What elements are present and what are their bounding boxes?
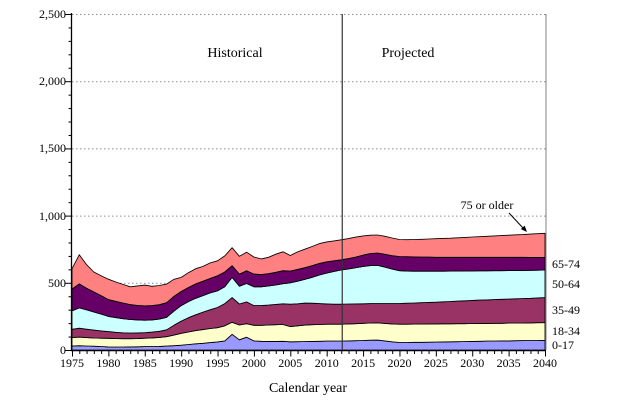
callout-arrow-line — [508, 212, 524, 229]
x-tick-label: 2035 — [496, 356, 521, 370]
x-tick-label: 1980 — [96, 356, 121, 370]
x-tick-label: 2005 — [278, 356, 303, 370]
x-tick-label: 2015 — [351, 356, 376, 370]
band-label-35-49: 35-49 — [552, 303, 580, 318]
y-tick-label: 1,500 — [39, 141, 66, 156]
x-tick-label: 1985 — [132, 356, 157, 370]
x-tick-label: 2030 — [460, 356, 485, 370]
area-series-75-or-older — [71, 232, 546, 307]
band-label-0-17: 0-17 — [552, 338, 574, 353]
y-tick-label: 2,500 — [39, 7, 66, 21]
band-label-18-34: 18-34 — [552, 324, 580, 339]
series-callout-label: 75 or older — [460, 198, 514, 212]
band-label-50-64: 50-64 — [552, 276, 580, 291]
historical-section-label: Historical — [207, 46, 263, 61]
x-tick-label: 2010 — [314, 356, 339, 370]
x-axis-title: Calendar year — [268, 381, 348, 396]
x-tick-label: 2025 — [423, 356, 448, 370]
x-tick-label: 2020 — [387, 356, 412, 370]
y-tick-label: 2,000 — [39, 74, 66, 89]
y-tick-label: 1,000 — [39, 208, 66, 223]
x-tick-label: 1995 — [205, 356, 230, 370]
x-tick-label: 1990 — [169, 356, 194, 370]
x-tick-label: 2040 — [533, 356, 557, 370]
callout-arrow-head — [520, 225, 527, 232]
x-tick-label: 1975 — [60, 356, 84, 370]
x-tick-label: 2000 — [241, 356, 266, 370]
axes — [70, 13, 546, 352]
projected-section-label: Projected — [381, 46, 435, 61]
band-label-65-74: 65-74 — [552, 256, 580, 271]
axis-ticks — [65, 14, 546, 357]
y-tick-label: 500 — [48, 275, 66, 290]
y-tick-label: 0 — [60, 343, 66, 357]
